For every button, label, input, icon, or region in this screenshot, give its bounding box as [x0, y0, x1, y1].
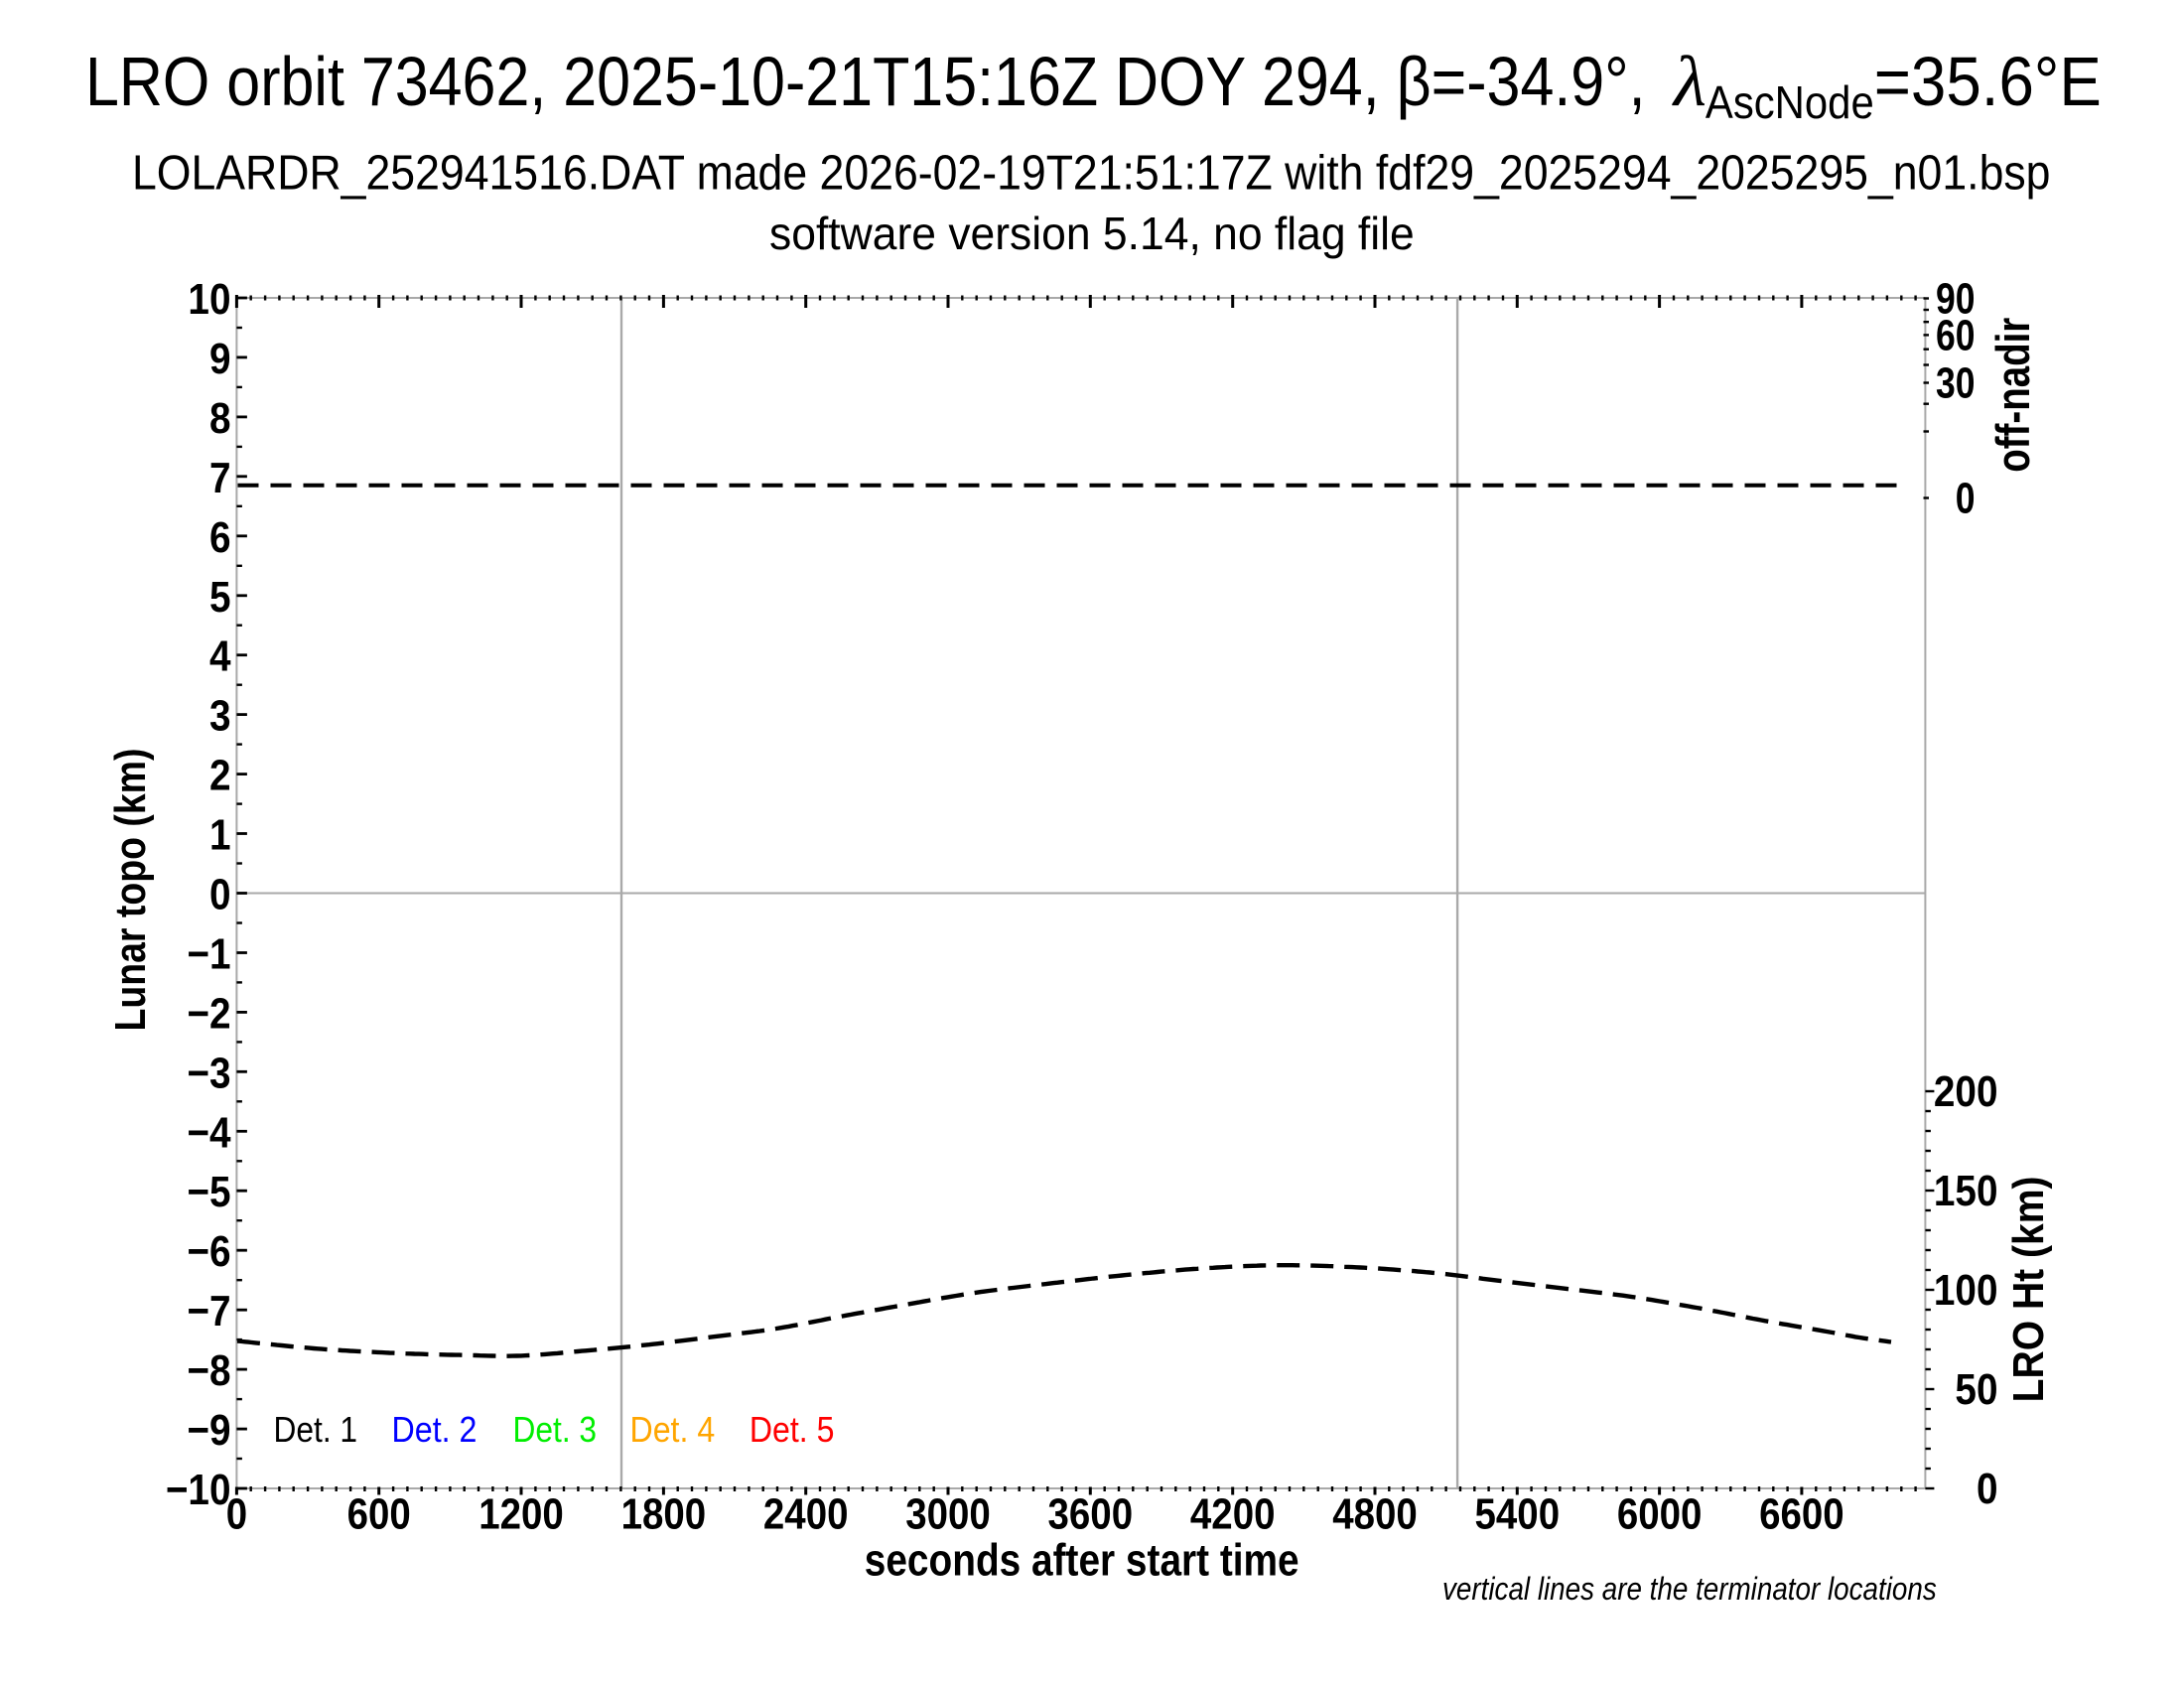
- svg-text:50: 50: [1955, 1364, 1997, 1414]
- svg-text:−8: −8: [187, 1345, 230, 1395]
- svg-text:7: 7: [209, 452, 231, 501]
- svg-text:Det. 2: Det. 2: [392, 1410, 478, 1450]
- svg-text:−6: −6: [187, 1226, 230, 1276]
- svg-text:LRO Ht (km): LRO Ht (km): [2003, 1176, 2053, 1402]
- svg-text:−4: −4: [187, 1107, 230, 1157]
- svg-text:−1: −1: [187, 928, 230, 978]
- svg-text:9: 9: [209, 334, 231, 383]
- svg-text:−2: −2: [187, 988, 230, 1038]
- svg-text:10: 10: [188, 274, 230, 324]
- svg-text:software version 5.14, no flag: software version 5.14, no flag file: [769, 208, 1415, 259]
- svg-text:0: 0: [1956, 475, 1976, 522]
- svg-text:5: 5: [209, 571, 231, 621]
- svg-text:λ: λ: [1672, 43, 1706, 122]
- svg-text:0: 0: [1977, 1464, 1998, 1513]
- svg-text:AscNode=35.6°E: AscNode=35.6°E: [1706, 43, 2102, 128]
- svg-text:4200: 4200: [1190, 1489, 1276, 1538]
- svg-text:−3: −3: [187, 1048, 230, 1097]
- svg-text:90: 90: [1936, 275, 1975, 323]
- svg-text:30: 30: [1936, 359, 1975, 407]
- svg-text:6000: 6000: [1617, 1489, 1703, 1538]
- svg-text:2400: 2400: [763, 1489, 849, 1538]
- svg-text:5400: 5400: [1475, 1489, 1561, 1538]
- svg-text:vertical lines are the termina: vertical lines are the terminator locati…: [1442, 1572, 1937, 1607]
- svg-text:Det. 1: Det. 1: [274, 1410, 358, 1450]
- svg-text:6600: 6600: [1759, 1489, 1844, 1538]
- svg-text:1800: 1800: [621, 1489, 707, 1538]
- svg-text:0: 0: [209, 869, 231, 918]
- svg-text:0: 0: [226, 1489, 247, 1538]
- svg-text:seconds after start time: seconds after start time: [865, 1535, 1299, 1585]
- svg-text:8: 8: [209, 393, 231, 443]
- svg-text:1200: 1200: [478, 1489, 564, 1538]
- svg-text:Det. 5: Det. 5: [750, 1410, 835, 1450]
- svg-text:Det. 3: Det. 3: [513, 1410, 598, 1450]
- svg-text:−5: −5: [187, 1167, 230, 1216]
- svg-text:Det. 4: Det. 4: [630, 1410, 716, 1450]
- svg-text:100: 100: [1934, 1265, 1998, 1315]
- svg-text:60: 60: [1936, 312, 1975, 359]
- svg-text:4: 4: [209, 631, 231, 680]
- svg-text:3600: 3600: [1048, 1489, 1134, 1538]
- svg-text:off-nadir: off-nadir: [1987, 317, 2040, 472]
- svg-text:3: 3: [209, 690, 231, 740]
- svg-text:4800: 4800: [1332, 1489, 1418, 1538]
- svg-text:−9: −9: [187, 1405, 230, 1455]
- svg-text:200: 200: [1934, 1066, 1998, 1116]
- svg-text:−7: −7: [187, 1286, 230, 1336]
- svg-text:2: 2: [209, 750, 231, 799]
- svg-text:1: 1: [209, 809, 231, 859]
- svg-text:150: 150: [1934, 1166, 1998, 1215]
- svg-text:600: 600: [347, 1489, 411, 1538]
- svg-text:−10: −10: [166, 1465, 231, 1514]
- svg-text:LRO orbit 73462, 2025-10-21T15: LRO orbit 73462, 2025-10-21T15:16Z DOY 2…: [85, 43, 1646, 120]
- svg-text:Lunar topo (km): Lunar topo (km): [105, 749, 155, 1032]
- svg-text:LOLARDR_252941516.DAT made 202: LOLARDR_252941516.DAT made 2026-02-19T21…: [132, 145, 2050, 199]
- svg-text:3000: 3000: [905, 1489, 991, 1538]
- svg-text:6: 6: [209, 511, 231, 561]
